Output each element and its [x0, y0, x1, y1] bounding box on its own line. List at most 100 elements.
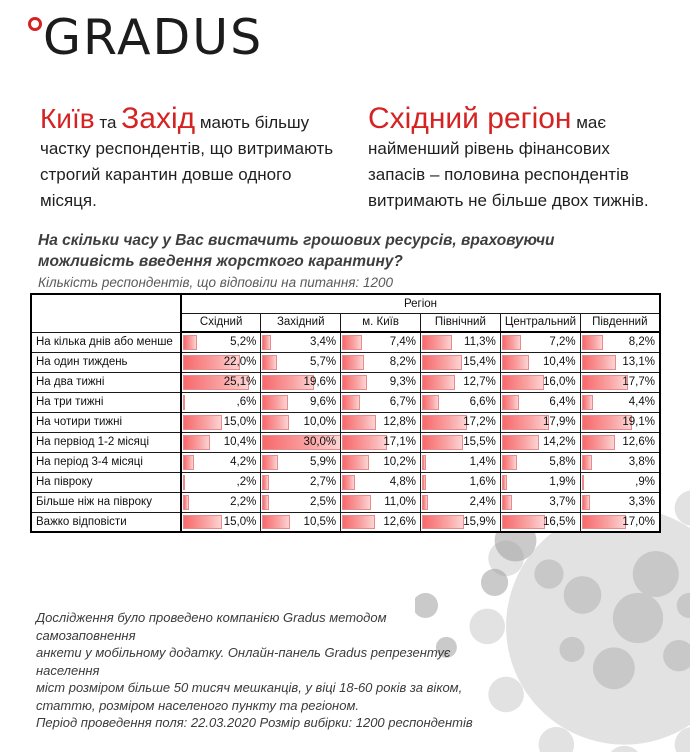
- table-column-header: Східний: [180, 312, 262, 333]
- cell-value: 2,7%: [309, 476, 337, 488]
- table-cell: ,6%: [180, 391, 262, 413]
- table-cell: 14,2%: [499, 431, 581, 453]
- table-row-label: На первіод 1-2 місяці: [30, 431, 182, 453]
- cell-value: 7,2%: [549, 336, 576, 349]
- table-cell: 15,5%: [419, 431, 501, 453]
- table-cell: 4,8%: [340, 471, 421, 493]
- table-cell: 12,6%: [340, 511, 421, 533]
- table-cell: 6,4%: [499, 391, 581, 413]
- cell-value: 9,3%: [389, 376, 416, 388]
- table-head: Регіон Східний Західний м. Київ Північний Цен…: [30, 293, 661, 333]
- data-bar: [421, 474, 427, 490]
- data-bar: [183, 434, 211, 450]
- cell-value: 6,7%: [389, 396, 416, 408]
- cell-value: 1,9%: [549, 476, 576, 488]
- cell-value: 11,0%: [384, 496, 416, 508]
- data-bar: [421, 434, 463, 450]
- question-line2: можливість введення жорсткого карантину?: [38, 253, 403, 270]
- table-cell: 19,6%: [260, 371, 342, 393]
- cell-value: 10,5%: [303, 515, 337, 528]
- table-cell: 2,4%: [419, 491, 501, 513]
- cell-value: 15,9%: [463, 515, 496, 528]
- cell-value: 5,8%: [549, 456, 576, 468]
- data-bar: [262, 414, 289, 430]
- table-column-header: Центральний: [499, 312, 581, 333]
- cell-value: ,6%: [236, 396, 257, 408]
- question-line1: На скільки часу у Вас вистачить грошових…: [38, 232, 555, 249]
- cell-value: 10,0%: [303, 416, 337, 428]
- table-cell: 30,0%: [260, 431, 342, 453]
- table-cell: 13,1%: [579, 351, 661, 373]
- cell-value: ,9%: [635, 476, 655, 488]
- cell-value: 3,8%: [628, 456, 655, 468]
- data-bar: [581, 434, 615, 450]
- table-row-label: На три тижні: [30, 391, 182, 413]
- data-bar: [421, 394, 440, 410]
- headline-left-line4: місяця.: [40, 191, 97, 210]
- table-row-label: На період 3-4 місяці: [30, 451, 182, 473]
- table-cell: 6,7%: [340, 391, 421, 413]
- table-cell: 17,7%: [579, 371, 661, 393]
- data-bar: [501, 514, 546, 529]
- cell-value: 17,1%: [383, 436, 416, 448]
- table-row: На три тижні ,6% 9,6% 6,7% 6,6% 6,4% 4,4%: [30, 391, 661, 413]
- table-row: На півроку ,2% 2,7% 4,8% 1,6% 1,9% ,9%: [30, 471, 661, 493]
- table-cell: 10,2%: [340, 451, 421, 473]
- table-cell: 7,4%: [340, 331, 421, 353]
- data-bar: [501, 494, 512, 510]
- cell-value: 19,6%: [303, 376, 337, 388]
- data-bar: [581, 374, 628, 390]
- cell-value: 9,6%: [309, 396, 337, 408]
- cell-value: 10,4%: [543, 356, 576, 368]
- cell-value: 3,7%: [549, 496, 576, 508]
- table-cell: 2,7%: [260, 471, 342, 493]
- data-bar: [421, 335, 452, 350]
- data-bar: [421, 354, 463, 370]
- table-row-label: На чотири тижні: [30, 411, 182, 433]
- table-row: На один тиждень 22,0% 5,7% 8,2% 15,4% 10,4% 13…: [30, 351, 661, 373]
- footer-line2: анкети у мобільному додатку. Онлайн-пане…: [36, 645, 451, 678]
- table-cell: 4,4%: [579, 391, 661, 413]
- cell-value: 5,9%: [309, 456, 337, 468]
- data-bar: [581, 394, 594, 410]
- table-cell: 15,0%: [180, 411, 262, 433]
- headline-left-red-zakhid: Захід: [121, 102, 196, 135]
- cell-value: 6,6%: [469, 396, 496, 408]
- data-bar: [581, 514, 627, 529]
- table-cell: 4,2%: [180, 451, 262, 473]
- data-bar: [342, 374, 367, 390]
- data-bar: [421, 414, 468, 430]
- data-bar: [501, 374, 544, 390]
- data-bar: [501, 394, 519, 410]
- data-bar: [262, 335, 272, 350]
- table-cell: 1,4%: [419, 451, 501, 473]
- cell-value: 19,1%: [622, 416, 655, 428]
- table-column-header: Південний: [579, 312, 661, 333]
- cell-value: 10,2%: [383, 456, 416, 468]
- cell-value: 16,0%: [543, 376, 576, 388]
- data-bar: [183, 474, 185, 490]
- cell-value: 8,2%: [389, 356, 416, 368]
- cell-value: 14,2%: [543, 436, 576, 448]
- table-cell: 9,6%: [260, 391, 342, 413]
- data-bar: [183, 335, 197, 350]
- table-cell: 2,2%: [180, 491, 262, 513]
- table-body: На кілька днів або менше 5,2% 3,4% 7,4% 11,3…: [30, 331, 661, 533]
- cell-value: 4,2%: [230, 456, 257, 468]
- data-bar: [342, 414, 376, 430]
- data-bar: [262, 394, 288, 410]
- table-cell: 8,2%: [340, 351, 421, 373]
- table-row: На кілька днів або менше 5,2% 3,4% 7,4% 11,3…: [30, 331, 661, 353]
- table-cell: 5,2%: [180, 331, 262, 353]
- table-cell: 12,8%: [340, 411, 421, 433]
- data-bar: [262, 454, 278, 470]
- cell-value: 15,0%: [223, 515, 257, 528]
- data-bar: [421, 374, 456, 390]
- headline-left-tail: мають більшу: [199, 113, 310, 132]
- cell-value: 16,5%: [543, 515, 576, 528]
- logo-brand-text: GRADUS: [43, 9, 264, 66]
- cell-value: 6,4%: [549, 396, 576, 408]
- cell-value: 12,6%: [383, 515, 416, 528]
- cell-value: 15,5%: [463, 436, 496, 448]
- data-bar: [501, 474, 507, 490]
